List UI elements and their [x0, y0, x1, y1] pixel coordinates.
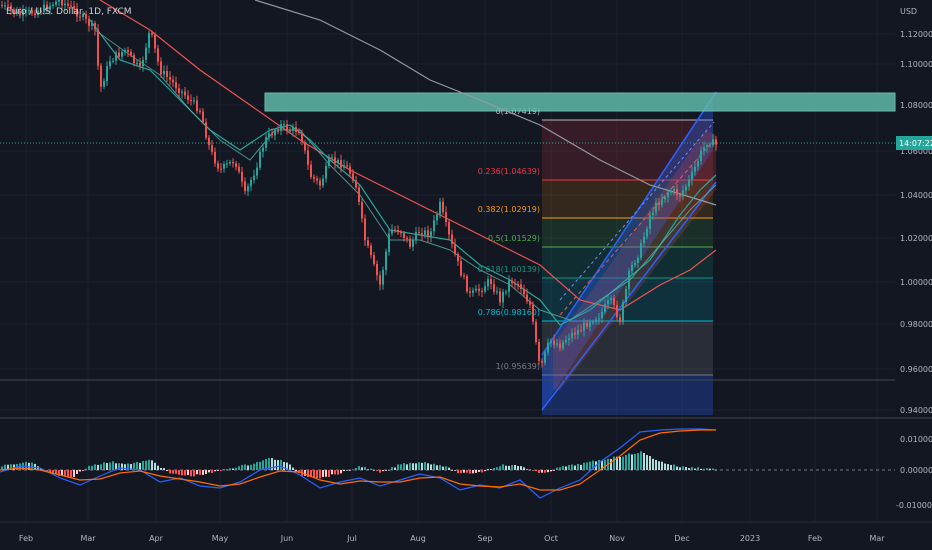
price-tick: 0.98000 — [900, 320, 932, 329]
time-tick: May — [212, 534, 229, 543]
currency-label: USD — [900, 7, 917, 16]
ma-mid-line — [99, 0, 717, 311]
time-axis[interactable]: Feb Mar Apr May Jun Jul Aug Sep Oct Nov … — [19, 534, 885, 543]
time-tick: Mar — [80, 534, 96, 543]
ma-slow-line — [254, 0, 717, 206]
symbol-title[interactable]: Euro / U.S. Dollar, 1D, FXCM — [6, 7, 132, 17]
time-tick: Jun — [280, 534, 294, 543]
time-tick: Feb — [808, 534, 822, 543]
macd-line — [0, 428, 717, 499]
time-tick: Apr — [149, 534, 164, 543]
time-tick: 2023 — [740, 534, 760, 543]
fib-label-0786: 0.786(0.98160) — [478, 308, 540, 317]
price-tick: 1.10000 — [900, 60, 932, 69]
current-price-countdown: 14:07:22 — [899, 139, 932, 148]
time-tick: Feb — [19, 534, 33, 543]
time-tick: Aug — [410, 534, 426, 543]
time-tick: Sep — [477, 534, 492, 543]
fib-label-0618: 0.618(1.00139) — [478, 265, 540, 274]
macd-axis[interactable]: 0.01000 0.00000 -0.01000 — [896, 435, 932, 510]
time-tick: Dec — [674, 534, 689, 543]
time-tick: Nov — [609, 534, 625, 543]
resistance-zone[interactable] — [264, 92, 896, 112]
fib-label-0382: 0.382(1.02919) — [478, 205, 540, 214]
chart-grid — [0, 0, 895, 522]
time-tick: Jul — [346, 534, 357, 543]
price-tick: 0.96000 — [900, 365, 932, 374]
macd-tick: -0.01000 — [896, 501, 932, 510]
macd-histogram[interactable] — [1, 451, 717, 479]
price-tick: 1.08000 — [900, 101, 932, 110]
regression-channel[interactable] — [541, 91, 717, 411]
price-tick: 1.12000 — [900, 30, 932, 39]
fib-label-0236: 0.236(1.04639) — [478, 167, 540, 176]
fib-label-05: 0.5(1.01529) — [488, 234, 540, 243]
time-tick: Oct — [544, 534, 558, 543]
price-tick: 1.06000 — [900, 147, 932, 156]
current-price-badge — [896, 136, 932, 150]
price-tick: 1.04000 — [900, 191, 932, 200]
fib-label-1: 1(0.95639) — [496, 362, 540, 371]
macd-tick: 0.00000 — [900, 466, 932, 475]
price-candles[interactable] — [1, 0, 717, 368]
signal-line — [0, 429, 716, 491]
time-tick: Mar — [869, 534, 885, 543]
price-tick: 1.02000 — [900, 234, 932, 243]
macd-tick: 0.01000 — [900, 435, 932, 444]
price-tick: 1.00000 — [900, 278, 932, 287]
price-tick: 0.94000 — [900, 406, 932, 415]
macd-lines[interactable] — [0, 428, 717, 499]
price-axis[interactable]: USD 1.12000 1.10000 1.08000 1.06000 1.04… — [900, 7, 932, 415]
